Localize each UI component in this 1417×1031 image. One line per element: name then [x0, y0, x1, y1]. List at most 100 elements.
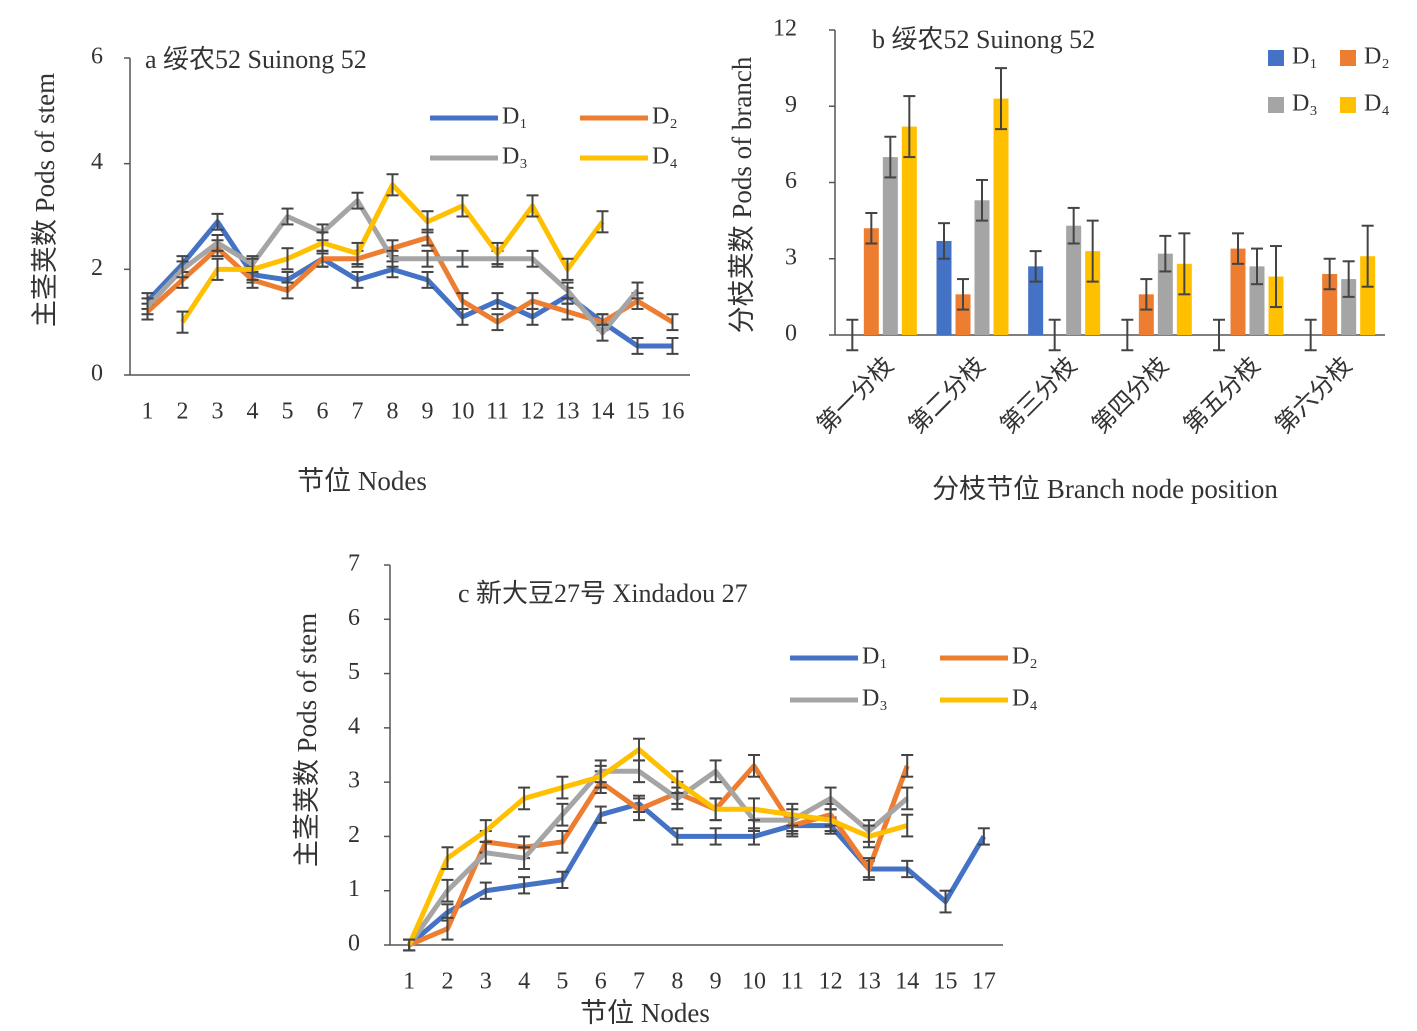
legend-label: D₂ — [652, 104, 678, 130]
y-tick-label: 1 — [348, 876, 360, 902]
legend-label: D₄ — [1364, 91, 1390, 117]
error-bar — [1270, 245, 1282, 309]
error-bar — [526, 249, 539, 268]
chart-title: a 绥农52 Suinong 52 — [145, 45, 367, 74]
x-tick-label: 11 — [781, 969, 804, 995]
legend-label: D₃ — [502, 144, 528, 170]
error-bar — [441, 846, 454, 870]
error-bar — [939, 889, 952, 914]
y-axis-label: 主茎荚数 Pods of stem — [30, 73, 60, 327]
error-bar — [862, 857, 875, 881]
error-bar — [1251, 247, 1263, 286]
error-bar — [556, 775, 569, 800]
error-bar — [518, 876, 531, 895]
bar — [1360, 256, 1376, 335]
error-bar — [441, 878, 454, 903]
error-bar — [631, 281, 644, 300]
series-line — [407, 768, 909, 947]
error-bar — [246, 257, 259, 281]
x-tick-label: 第六分枝 — [1270, 352, 1357, 439]
error-bar — [176, 310, 189, 334]
bar — [882, 157, 898, 335]
error-bar — [403, 938, 416, 952]
error-bar — [1323, 257, 1336, 291]
error-bar — [561, 302, 574, 321]
legend-swatch — [1268, 97, 1284, 113]
legend-label: D₁ — [862, 644, 888, 670]
error-bar — [903, 95, 916, 159]
error-bar — [995, 67, 1007, 131]
x-tick-label: 第一分枝 — [812, 352, 899, 439]
error-bar — [281, 247, 294, 271]
error-bar — [901, 786, 914, 811]
error-bar — [747, 797, 760, 822]
y-tick-label: 0 — [348, 931, 360, 957]
x-tick-label: 1 — [142, 399, 154, 425]
x-axis-label: 分枝节位 Branch node position — [932, 474, 1278, 504]
error-bar — [421, 249, 434, 268]
error-bar — [901, 813, 914, 838]
y-tick-label: 3 — [785, 244, 797, 270]
y-tick-label: 2 — [348, 822, 360, 848]
y-tick-label: 0 — [785, 321, 797, 347]
error-bar — [596, 210, 609, 234]
error-bar — [671, 827, 684, 846]
x-tick-label: 13 — [857, 969, 881, 995]
error-bar — [211, 212, 224, 231]
y-tick-label: 9 — [785, 92, 797, 118]
error-bar — [479, 881, 492, 900]
x-tick-label: 7 — [633, 969, 645, 995]
error-bar — [977, 827, 990, 846]
legend-swatch — [1268, 50, 1284, 66]
x-tick-label: 6 — [317, 399, 329, 425]
error-bar — [709, 827, 722, 846]
error-bar — [281, 281, 294, 300]
bar — [1028, 266, 1044, 335]
error-bar — [1342, 260, 1355, 298]
error-bar — [491, 241, 504, 266]
bar — [936, 240, 952, 335]
series-line — [145, 235, 674, 325]
error-bar — [421, 270, 434, 289]
legend-label: D₁ — [502, 104, 528, 130]
error-bar — [633, 797, 646, 822]
error-bar — [865, 212, 878, 245]
x-tick-label: 6 — [595, 969, 607, 995]
x-tick-label: 7 — [352, 399, 364, 425]
x-tick-label: 9 — [710, 969, 722, 995]
error-bar — [526, 194, 539, 218]
error-bar — [526, 292, 539, 310]
y-tick-label: 0 — [91, 361, 103, 387]
x-tick-label: 3 — [480, 969, 492, 995]
x-tick-label: 8 — [671, 969, 683, 995]
error-bar — [671, 770, 684, 794]
y-tick-label: 3 — [348, 768, 360, 794]
x-tick-label: 8 — [387, 399, 399, 425]
y-tick-label: 4 — [348, 713, 360, 739]
y-tick-label: 6 — [348, 605, 360, 631]
x-tick-label: 17 — [972, 969, 996, 995]
error-bar — [421, 210, 434, 234]
error-bar — [1159, 234, 1172, 273]
bar — [901, 126, 917, 335]
error-bar — [386, 173, 399, 197]
error-bar — [824, 808, 837, 832]
error-bar — [594, 805, 607, 824]
error-bar — [1232, 232, 1244, 265]
error-bar — [1304, 318, 1317, 352]
error-bar — [386, 249, 399, 268]
legend-label: D₃ — [1292, 91, 1318, 117]
bar — [993, 98, 1009, 335]
error-bar — [901, 859, 914, 879]
x-tick-label: 15 — [626, 399, 650, 425]
x-tick-label: 2 — [441, 969, 453, 995]
series-line — [407, 801, 986, 947]
y-tick-label: 7 — [348, 551, 360, 577]
bar — [974, 200, 990, 335]
error-bar — [957, 278, 969, 311]
bar — [863, 228, 879, 335]
error-bar — [491, 313, 504, 332]
error-bar — [938, 222, 950, 260]
x-tick-label: 5 — [556, 969, 568, 995]
error-bar — [456, 249, 469, 268]
